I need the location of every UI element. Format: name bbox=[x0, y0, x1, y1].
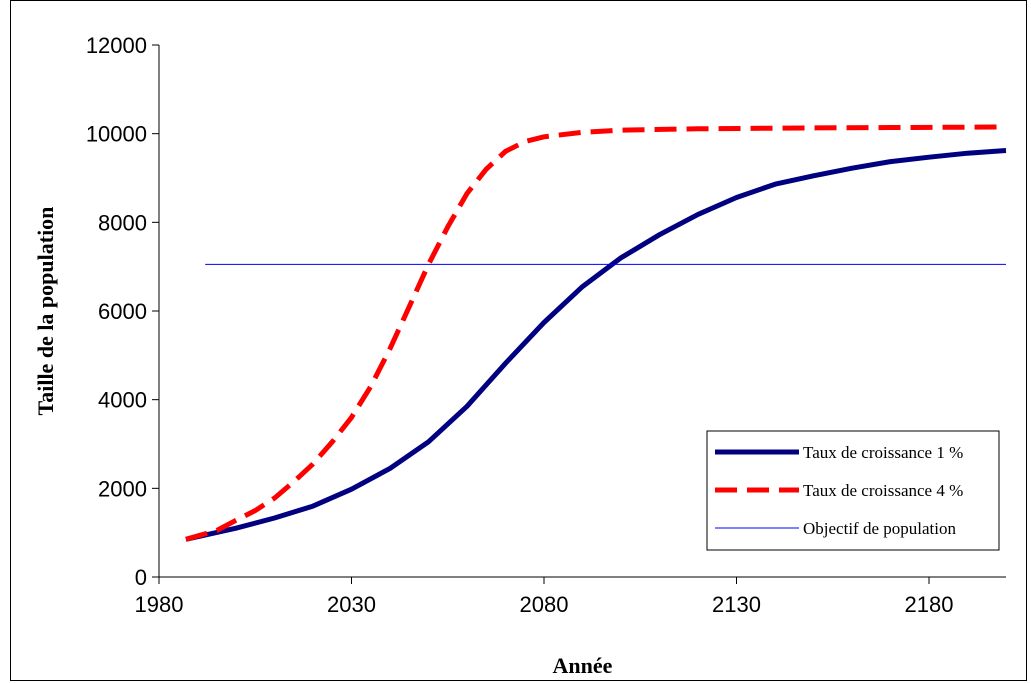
legend: Taux de croissance 1 % Taux de croissanc… bbox=[706, 430, 1000, 551]
y-tick-label: 0 bbox=[135, 565, 147, 590]
y-axis-ticks: 0 2000 4000 6000 8000 10000 12000 bbox=[86, 33, 159, 590]
y-axis-title: Taille de la population bbox=[33, 207, 58, 416]
y-tick-label: 4000 bbox=[98, 388, 147, 413]
population-line-chart: 0 2000 4000 6000 8000 10000 12000 1980 2030 2080… bbox=[33, 33, 1007, 678]
y-tick-label: 8000 bbox=[98, 210, 147, 235]
chart-frame: 0 2000 4000 6000 8000 10000 12000 1980 2030 2080… bbox=[10, 0, 1027, 681]
legend-item-objective: Objectif de population bbox=[715, 519, 956, 538]
x-axis-title: Année bbox=[553, 653, 613, 678]
series-1pct-line bbox=[185, 148, 1007, 542]
legend-label-objective: Objectif de population bbox=[803, 519, 956, 538]
x-tick-label: 1980 bbox=[135, 592, 184, 617]
plot-area bbox=[185, 124, 1007, 542]
y-tick-label: 2000 bbox=[98, 476, 147, 501]
x-axis-ticks: 1980 2030 2080 2130 2180 bbox=[135, 577, 954, 617]
legend-item-1pct: Taux de croissance 1 % bbox=[715, 443, 963, 462]
x-tick-label: 2030 bbox=[327, 592, 376, 617]
y-tick-label: 10000 bbox=[86, 122, 147, 147]
y-tick-label: 6000 bbox=[98, 299, 147, 324]
x-tick-label: 2130 bbox=[712, 592, 761, 617]
legend-label-1pct: Taux de croissance 1 % bbox=[803, 443, 963, 462]
legend-label-4pct: Taux de croissance 4 % bbox=[803, 481, 963, 500]
x-tick-label: 2080 bbox=[520, 592, 569, 617]
series-4pct-line bbox=[185, 124, 1007, 542]
x-tick-label: 2180 bbox=[905, 592, 954, 617]
legend-item-4pct: Taux de croissance 4 % bbox=[715, 481, 963, 500]
y-tick-label: 12000 bbox=[86, 33, 147, 58]
